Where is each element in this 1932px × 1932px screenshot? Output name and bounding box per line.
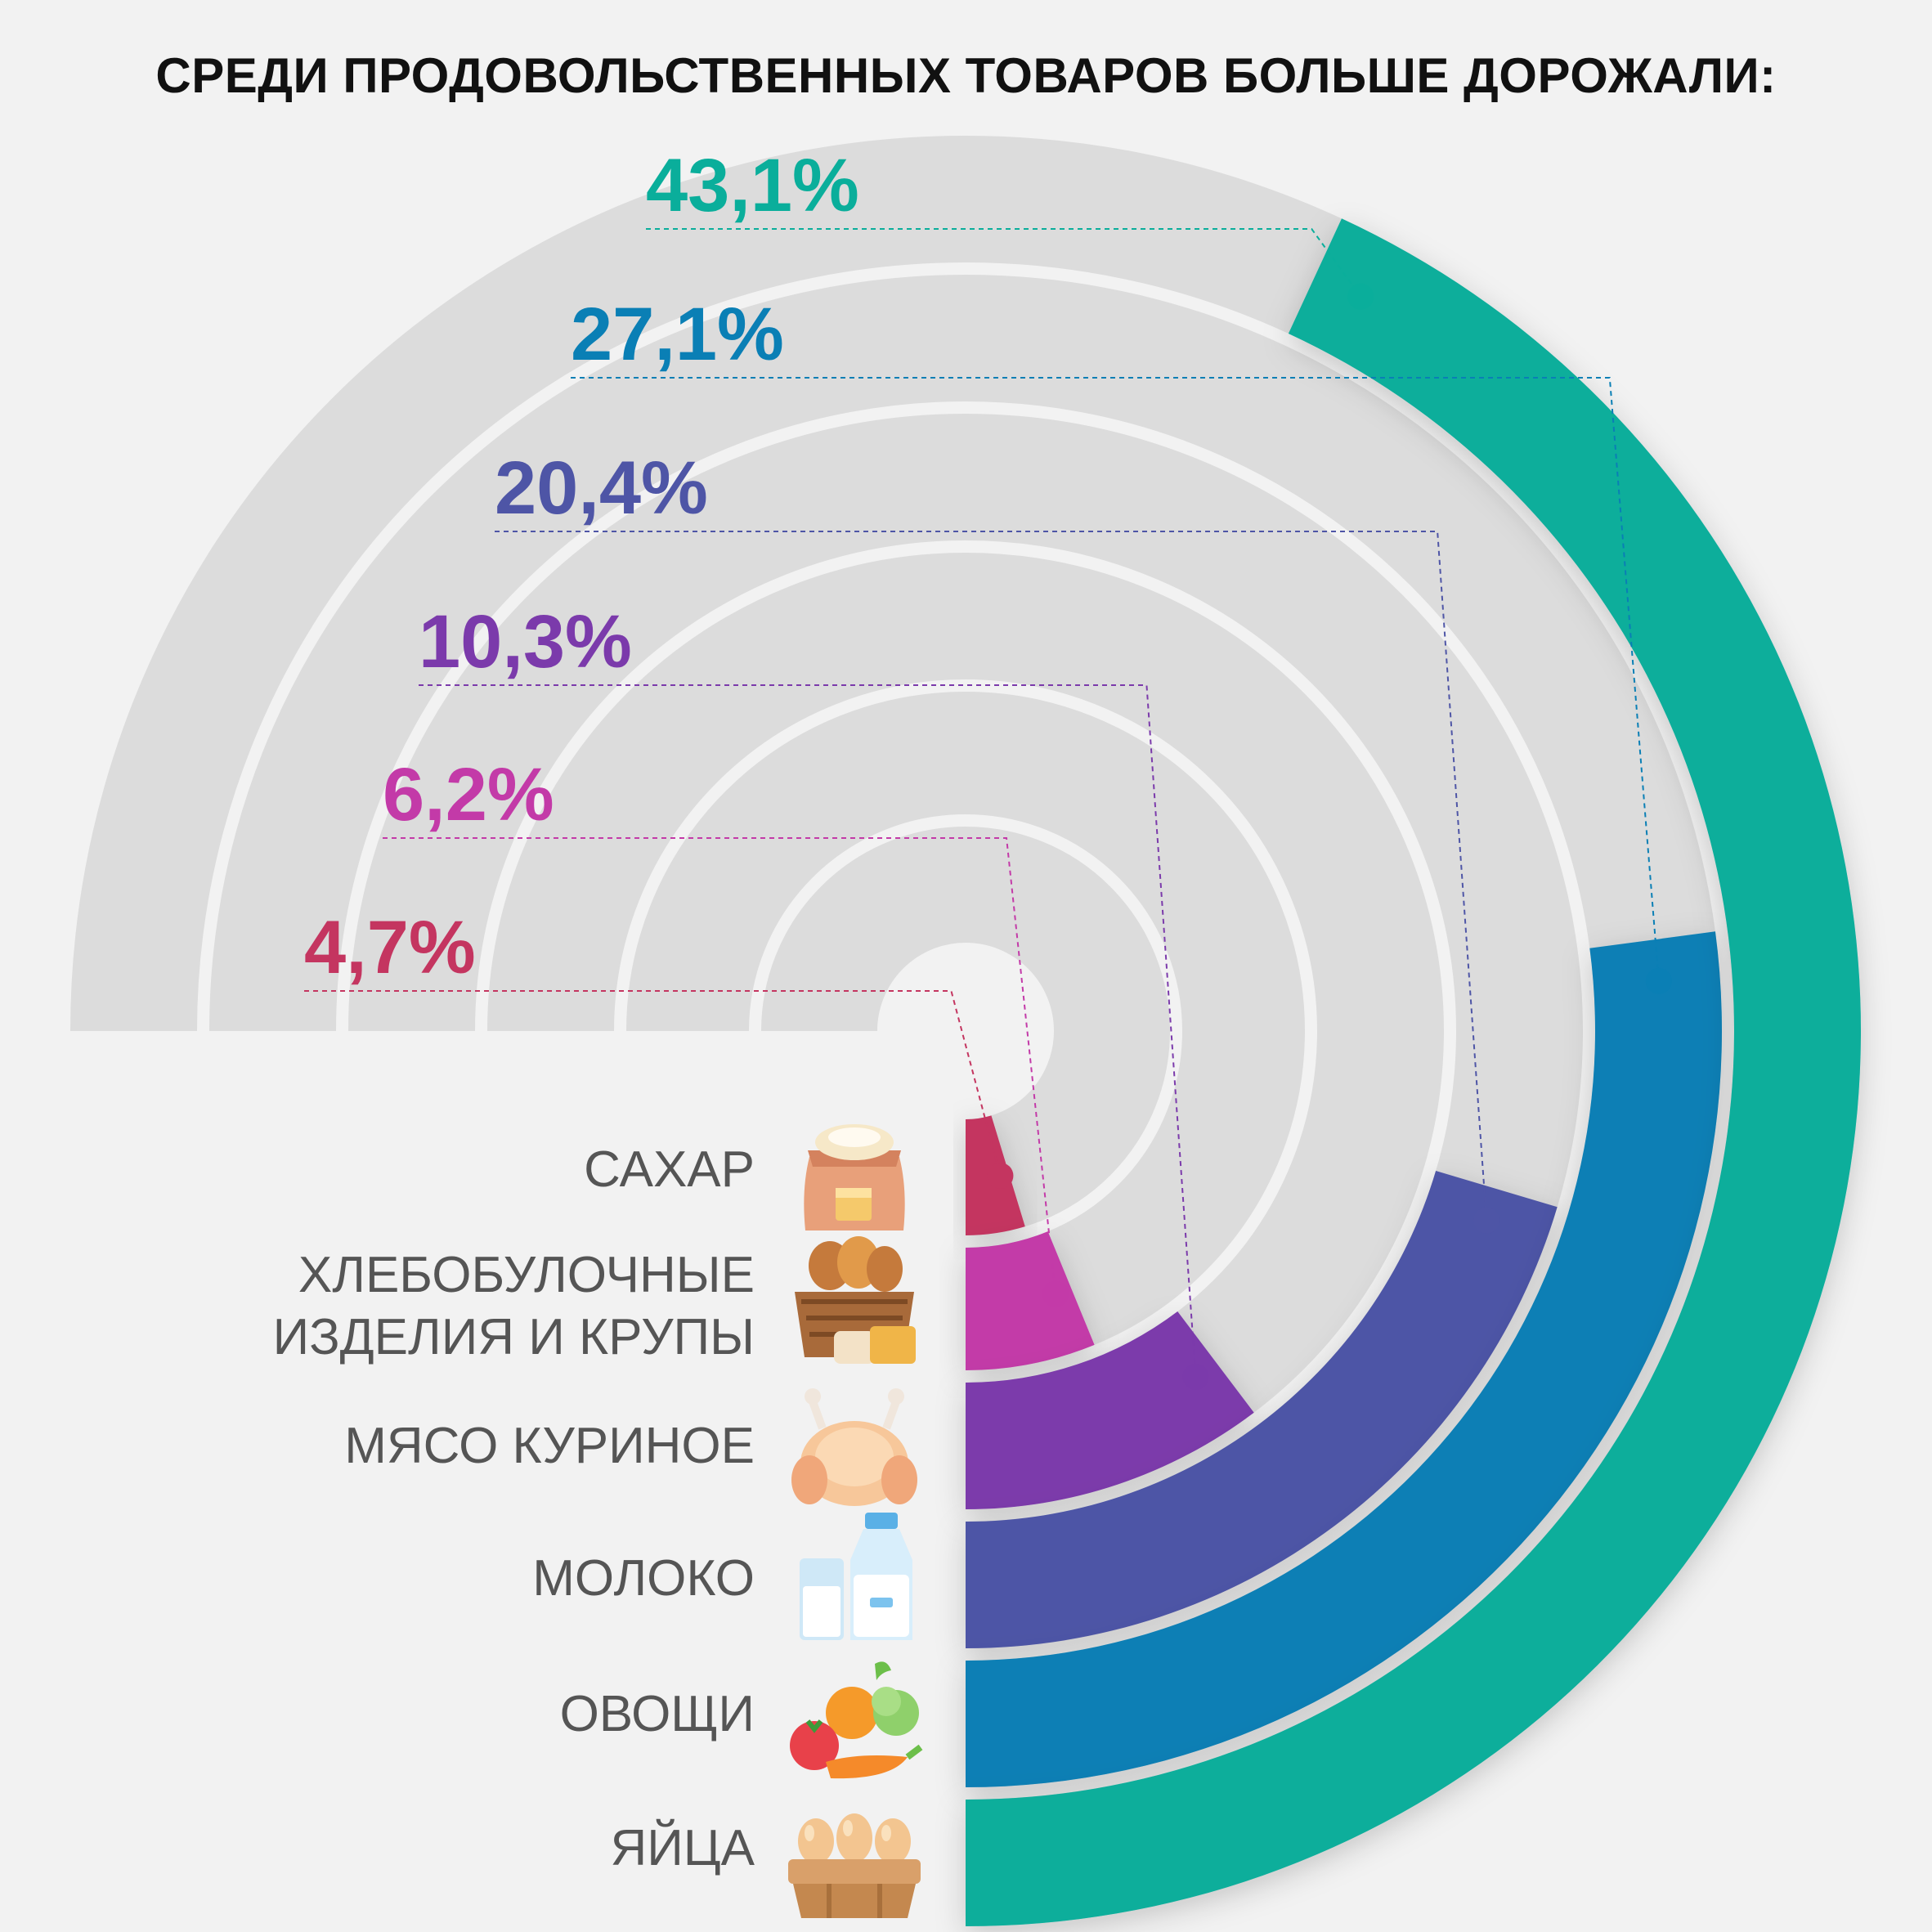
category-label-sugar: САХАР <box>584 1141 755 1198</box>
leader-dot-5 <box>1645 967 1672 994</box>
value-label-6: 43,1% <box>646 144 859 227</box>
milk-icon <box>800 1513 912 1640</box>
value-bars <box>966 218 1861 1926</box>
leader-dot-6 <box>1347 283 1374 310</box>
bread-basket-icon <box>795 1236 916 1364</box>
bar-2 <box>966 1231 1095 1370</box>
eggs-carton-icon <box>788 1813 921 1918</box>
leader-dot-2 <box>1042 1280 1069 1307</box>
leader-line-4 <box>495 531 1488 1221</box>
leader-line-5 <box>571 377 1660 981</box>
category-label-milk: МОЛОКО <box>532 1550 755 1607</box>
leader-dot-3 <box>1182 1363 1209 1390</box>
value-label-2: 6,2% <box>383 753 554 836</box>
category-label-eggs: ЯЙЦА <box>610 1820 755 1876</box>
leader-line-2 <box>383 837 1057 1294</box>
value-label-4: 20,4% <box>495 446 708 530</box>
vegetables-icon <box>790 1661 923 1779</box>
value-label-5: 27,1% <box>571 293 784 376</box>
leader-line-3 <box>419 684 1197 1377</box>
bar-3 <box>966 1311 1254 1509</box>
leader-line-6 <box>646 228 1362 298</box>
leader-lines <box>304 228 1672 1390</box>
sugar-sack-icon <box>804 1124 905 1230</box>
bar-6 <box>966 218 1861 1926</box>
category-label-vegetables: ОВОЩИ <box>559 1686 755 1742</box>
leader-dot-4 <box>1473 1207 1500 1234</box>
page-title: СРЕДИ ПРОДОВОЛЬСТВЕННЫХ ТОВАРОВ БОЛЬШЕ Д… <box>155 48 1777 103</box>
category-label-chicken: МЯСО КУРИНОЕ <box>344 1418 755 1474</box>
value-label-1: 4,7% <box>304 906 476 989</box>
bar-4 <box>966 1171 1558 1648</box>
category-label-bread: ХЛЕБОБУЛОЧНЫЕ ИЗДЕЛИЯ И КРУПЫ <box>272 1247 755 1365</box>
value-label-3: 10,3% <box>419 600 632 684</box>
leader-line-1 <box>304 990 1002 1177</box>
value-labels: 4,7% 6,2% 10,3% 20,4% 27,1% 43,1% <box>304 144 859 989</box>
bar-5 <box>966 931 1722 1787</box>
leader-dot-1 <box>987 1162 1014 1189</box>
chicken-icon <box>791 1388 917 1506</box>
